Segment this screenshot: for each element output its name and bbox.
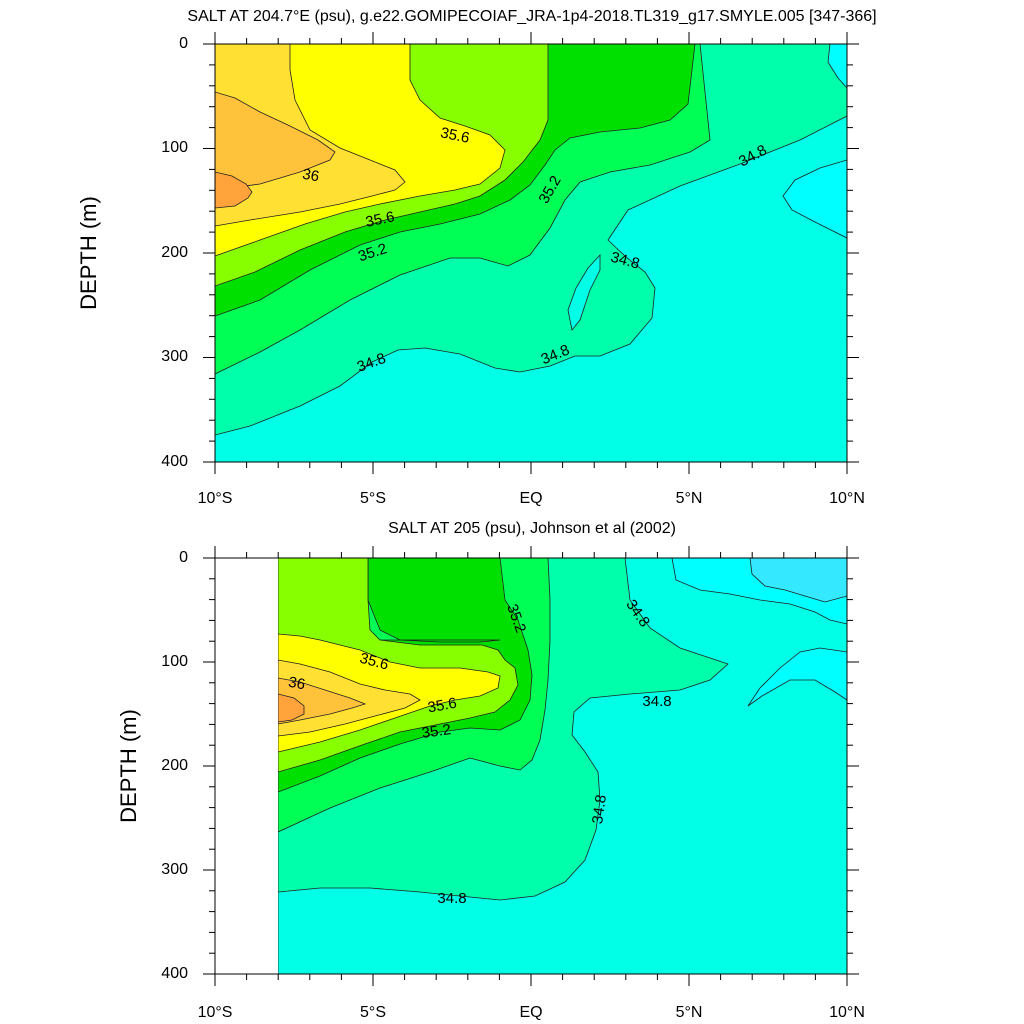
region-36-0 xyxy=(215,91,336,191)
contour-label: 35.6 xyxy=(426,695,458,717)
y-tick-label: 100 xyxy=(161,139,188,156)
x-tick-label: 5°S xyxy=(360,1004,386,1021)
contour-label: 35.6 xyxy=(358,650,391,674)
region-36-2 xyxy=(278,693,305,723)
contour-label: 34.8 xyxy=(437,890,466,907)
contour-label: 34.8 xyxy=(589,794,610,825)
panel-bottom: SALT AT 205 (psu), Johnson et al (2002) xyxy=(116,520,865,1021)
contour-label: 36 xyxy=(287,674,306,694)
x-tick-label: EQ xyxy=(519,1004,542,1021)
panel-bottom-ticks xyxy=(203,546,859,986)
panel-bottom-ylabel: DEPTH (m) xyxy=(116,709,141,823)
y-tick-label: 200 xyxy=(161,757,188,774)
contour-label: 34.8 xyxy=(642,693,671,710)
x-tick-label: 10°N xyxy=(829,1004,865,1021)
x-tick-label: EQ xyxy=(519,490,542,507)
y-tick-label: 300 xyxy=(161,348,188,365)
panel-top: SALT AT 204.7°E (psu), g.e22.GOMIPECOIAF… xyxy=(76,8,877,507)
region-34-4-ne xyxy=(749,558,847,603)
x-tick-label: 10°S xyxy=(198,490,233,507)
contour-label: 36 xyxy=(301,166,320,186)
x-tick-label: 5°S xyxy=(360,490,386,507)
region-34-6-east xyxy=(747,647,847,707)
x-tick-label: 5°N xyxy=(676,1004,703,1021)
contour-label: 35.6 xyxy=(364,208,396,231)
panel-bottom-y-ticklabels: 0 100 200 300 400 xyxy=(161,549,188,982)
panel-bottom-x-ticklabels: 10°S 5°S EQ 5°N 10°N xyxy=(198,1004,865,1021)
contour-label: 35.6 xyxy=(439,124,471,147)
panel-top-y-ticklabels: 0 100 200 300 400 xyxy=(161,35,188,470)
panel-top-ticks xyxy=(203,32,859,474)
y-tick-label: 200 xyxy=(161,244,188,261)
y-tick-label: 0 xyxy=(179,35,188,52)
panel-bottom-title: SALT AT 205 (psu), Johnson et al (2002) xyxy=(388,520,676,537)
panel-top-x-ticklabels: 10°S 5°S EQ 5°N 10°N xyxy=(198,490,865,507)
panel-top-contour-fill xyxy=(215,44,847,462)
panel-top-ylabel: DEPTH (m) xyxy=(76,196,101,310)
region-34-8-patch xyxy=(567,253,601,331)
region-36-2 xyxy=(215,171,253,209)
contour-label: 34.8 xyxy=(609,249,642,273)
y-tick-label: 300 xyxy=(161,861,188,878)
x-tick-label: 10°N xyxy=(829,490,865,507)
y-tick-label: 0 xyxy=(179,549,188,566)
y-tick-label: 400 xyxy=(161,453,188,470)
y-tick-label: 100 xyxy=(161,653,188,670)
y-tick-label: 400 xyxy=(161,965,188,982)
region-34-6-east xyxy=(782,159,847,239)
panel-top-title: SALT AT 204.7°E (psu), g.e22.GOMIPECOIAF… xyxy=(187,8,876,25)
contour-label: 35.2 xyxy=(421,721,452,742)
x-tick-label: 5°N xyxy=(676,490,703,507)
x-tick-label: 10°S xyxy=(198,1004,233,1021)
panel-bottom-contour-fill xyxy=(278,558,847,974)
region-34-6-ne xyxy=(827,44,847,89)
